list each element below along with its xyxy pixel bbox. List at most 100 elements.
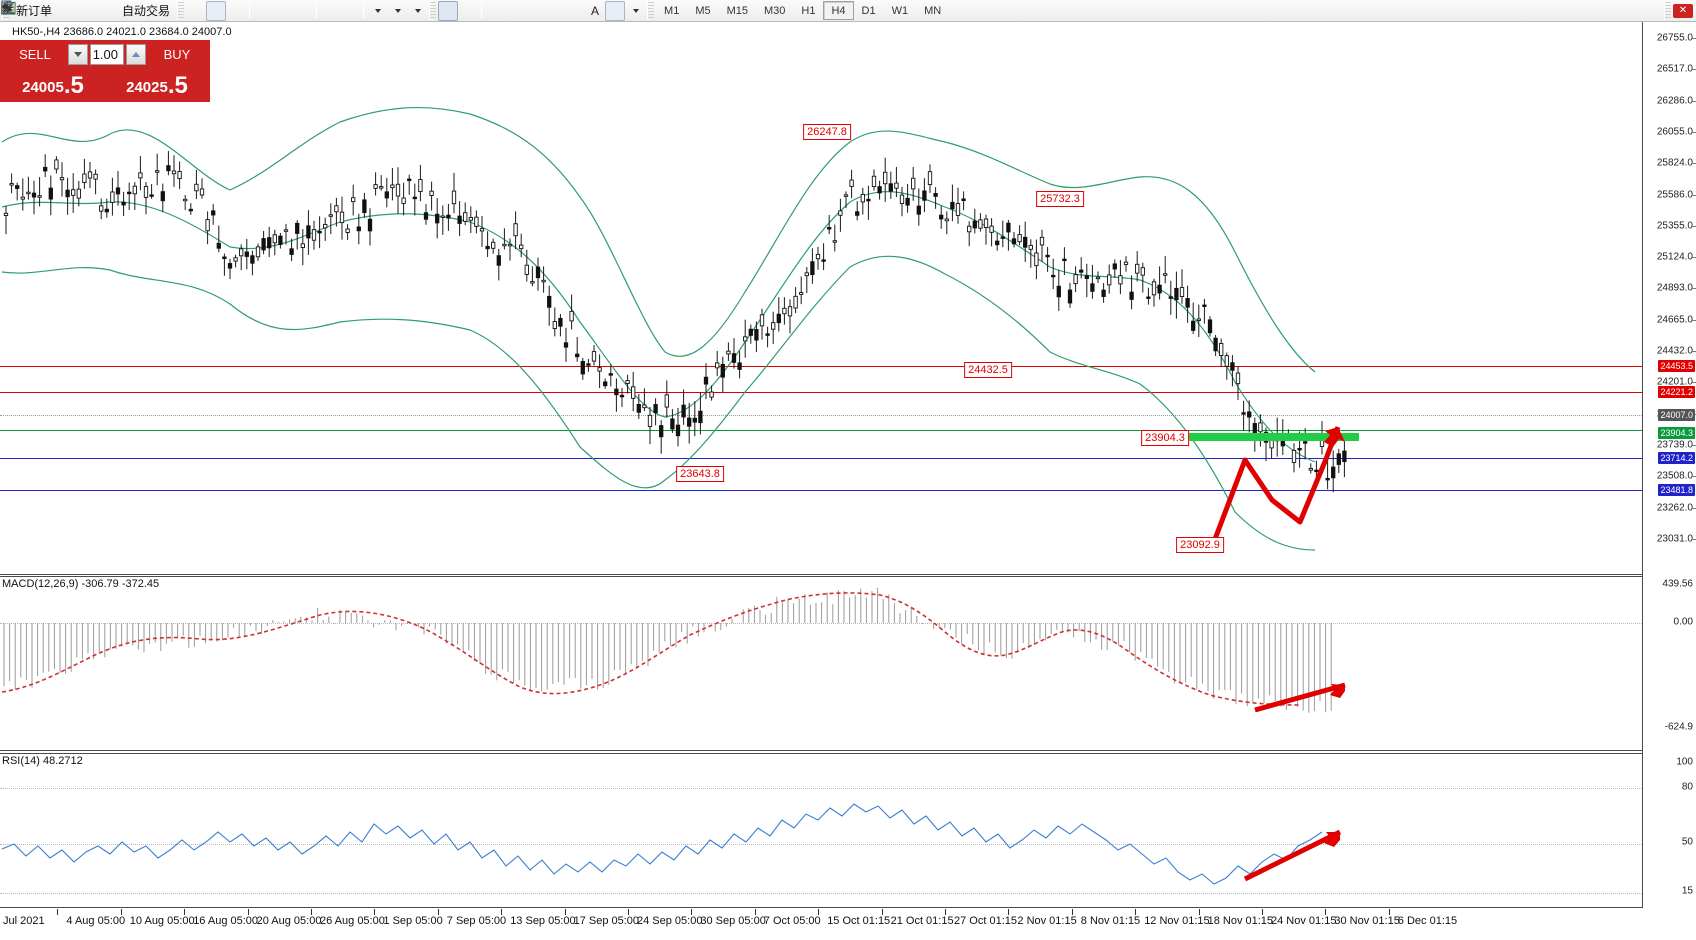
chevron-down-icon-4[interactable] xyxy=(633,8,640,13)
chevron-down-icon-3[interactable] xyxy=(415,8,422,13)
close-button[interactable]: ✕ xyxy=(1673,3,1693,18)
autoscroll-button[interactable] xyxy=(1,1,340,21)
price-chart-svg xyxy=(1,107,1359,551)
support-line-23714 xyxy=(0,458,1642,459)
signals-button[interactable] xyxy=(1,1,117,21)
timeframe-h4[interactable]: H4 xyxy=(823,1,854,20)
rsi-pane[interactable]: RSI(14) 48.2712 xyxy=(0,753,1642,908)
fibonacci-button[interactable]: F xyxy=(1,1,585,21)
timeframe-mn[interactable]: MN xyxy=(924,4,942,17)
level-23904[interactable]: 23904.3 xyxy=(1141,430,1189,446)
time-tick-label: 1 Sep 05:00 xyxy=(383,915,443,927)
level-25732[interactable]: 25732.3 xyxy=(1036,191,1084,207)
buy-button[interactable]: BUY xyxy=(148,43,206,66)
shapes-button[interactable] xyxy=(1,1,645,21)
templates-button[interactable] xyxy=(1,1,427,21)
main-toolbar: 新订单 自动交易 xyxy=(0,0,1696,22)
chevron-down-icon-2[interactable] xyxy=(395,8,402,13)
price-tick-label: 25586.0 xyxy=(1656,189,1693,200)
price-tick xyxy=(1692,257,1696,259)
add-indicator-button[interactable] xyxy=(1,0,387,21)
period-button[interactable] xyxy=(1,0,407,21)
rsi-tick-label: 80 xyxy=(1681,781,1693,793)
price-tag-23714-2[interactable]: 23714.2 xyxy=(1658,452,1695,464)
tile-windows-button[interactable] xyxy=(1,1,313,21)
chart-shift-button[interactable] xyxy=(1,1,360,21)
level-26247[interactable]: 26247.8 xyxy=(803,124,851,140)
toolbar-grip-4[interactable] xyxy=(647,1,655,20)
price-tick-label: 24201.0 xyxy=(1656,376,1693,388)
timeframe-m5[interactable]: M5 xyxy=(695,4,711,17)
zoom-out-button[interactable] xyxy=(2,1,293,21)
new-order-button[interactable]: 新订单 xyxy=(1,0,57,21)
price-tag-24007-0[interactable]: 24007.0 xyxy=(1658,409,1695,421)
sell-price-display[interactable]: 24005 .5 xyxy=(2,67,104,97)
time-tick-label: 24 Nov 01:15 xyxy=(1271,915,1337,927)
timeframe-m30[interactable]: M30 xyxy=(764,4,786,17)
price-pane[interactable]: HK50-,H4 23686.0 24021.0 23684.0 24007.0 xyxy=(0,22,1642,575)
profiles-button[interactable] xyxy=(1,1,97,21)
volume-input[interactable]: 1.00 xyxy=(90,44,124,65)
line-chart-button[interactable] xyxy=(1,1,246,21)
rsi-mid-line xyxy=(0,844,1642,845)
time-tick xyxy=(1071,909,1073,915)
time-tick xyxy=(247,909,249,915)
candlestick-chart-button[interactable] xyxy=(1,0,227,21)
time-tick xyxy=(1198,909,1200,915)
target-zone xyxy=(1186,433,1359,441)
equidistant-channel-button[interactable]: E xyxy=(1,1,565,21)
horizontal-line-button[interactable] xyxy=(2,1,525,21)
text-label-button[interactable]: T xyxy=(1,0,626,21)
time-tick-label: 2 Nov 01:15 xyxy=(1017,915,1077,927)
price-tick-label: 23739.0 xyxy=(1656,439,1693,451)
level-24432[interactable]: 24432.5 xyxy=(964,362,1012,378)
toolbar-grip-5[interactable] xyxy=(1664,1,1671,20)
rsi-label: RSI(14) 48.2712 xyxy=(2,755,83,767)
vertical-line-button[interactable] xyxy=(6,1,505,21)
price-tick xyxy=(1692,69,1696,71)
auto-trading-button[interactable]: 自动交易 xyxy=(1,1,175,21)
price-tag-23904-3[interactable]: 23904.3 xyxy=(1658,427,1695,439)
timeframe-w1[interactable]: W1 xyxy=(891,4,909,17)
time-tick xyxy=(881,909,883,915)
cursor-button[interactable] xyxy=(3,0,459,21)
shapes-icon xyxy=(1,3,12,12)
sell-button[interactable]: SELL xyxy=(4,43,66,66)
resistance-line-24453 xyxy=(0,366,1642,367)
price-tag-24221-2[interactable]: 24221.2 xyxy=(1658,386,1695,398)
level-23643[interactable]: 23643.8 xyxy=(676,466,724,482)
chevron-down-icon[interactable] xyxy=(375,8,382,13)
price-axis[interactable]: 26755.0 26517.0 26286.0 26055.0 25824.0 25586… xyxy=(1642,22,1696,908)
trendline-button[interactable] xyxy=(2,1,545,21)
price-tick-label: 23031.0 xyxy=(1656,533,1693,545)
timeframe-m1[interactable]: M1 xyxy=(664,4,680,17)
macd-pane[interactable]: MACD(12,26,9) -306.79 -372.45 xyxy=(0,576,1642,751)
time-axis: Jul 2021 4 Aug 05:00 10 Aug 05:00 16 Aug 05… xyxy=(0,909,1696,940)
timeframe-m15[interactable]: M15 xyxy=(726,4,748,17)
time-tick-label: 16 Aug 05:00 xyxy=(193,915,259,927)
time-tick-label: 13 Sep 05:00 xyxy=(510,915,576,927)
one-click-trading-panel[interactable]: SELL 1.00 BUY 24005 .5 24025 .5 xyxy=(0,40,210,102)
volume-decrease-button[interactable] xyxy=(68,44,88,65)
template-button[interactable] xyxy=(1,1,77,21)
price-tag-24453-5[interactable]: 24453.5 xyxy=(1658,360,1695,372)
buy-price-fraction: .5 xyxy=(167,71,188,99)
time-tick xyxy=(120,909,122,915)
sell-price-fraction: .5 xyxy=(63,71,84,99)
text-button[interactable]: A xyxy=(585,1,605,21)
macd-arrow-head xyxy=(1330,684,1345,698)
candlestick-series xyxy=(3,151,1347,493)
crosshair-button[interactable] xyxy=(1,1,478,21)
toolbar-grip-3[interactable] xyxy=(429,1,437,20)
bar-chart-button[interactable] xyxy=(1,1,206,21)
timeframe-h1[interactable]: H1 xyxy=(801,4,816,17)
buy-price-display[interactable]: 24025 .5 xyxy=(106,67,208,97)
price-tag-23481-8[interactable]: 23481.8 xyxy=(1658,484,1695,496)
level-23092[interactable]: 23092.9 xyxy=(1176,537,1224,553)
price-tick xyxy=(1692,194,1696,196)
volume-increase-button[interactable] xyxy=(126,44,146,65)
time-tick-label: 7 Sep 05:00 xyxy=(446,915,507,927)
timeframe-d1[interactable]: D1 xyxy=(861,4,876,17)
toolbar-grip-2[interactable] xyxy=(177,1,185,20)
zoom-in-button[interactable] xyxy=(2,1,273,21)
